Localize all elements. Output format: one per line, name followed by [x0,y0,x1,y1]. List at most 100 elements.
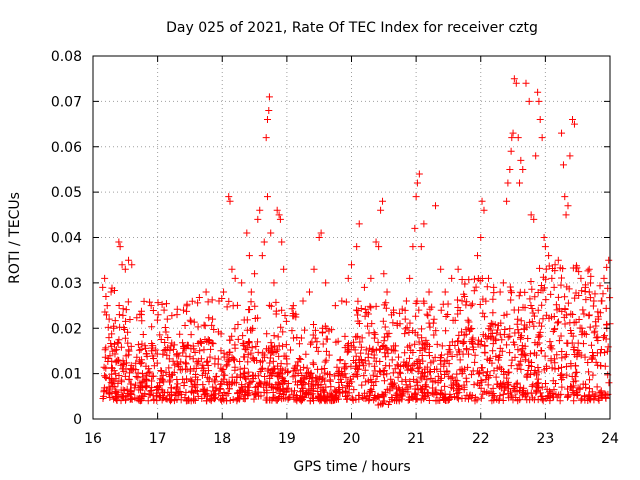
data-point [498,347,506,355]
data-point [462,301,470,309]
data-point [262,134,270,142]
data-point [401,306,409,314]
data-point [521,304,529,312]
data-point [412,390,420,398]
data-point [521,356,529,364]
data-point [278,370,286,378]
data-point [165,364,173,372]
data-point [124,339,132,347]
data-point [453,393,461,401]
data-point [307,340,315,348]
data-point [333,395,341,403]
data-point [391,365,399,373]
data-point [102,373,110,381]
data-point [115,238,123,246]
data-point [508,134,516,142]
data-point [162,345,170,353]
data-point [390,342,398,350]
data-point [150,362,158,370]
data-point [418,325,426,333]
data-point [563,393,571,401]
data-point [325,351,333,359]
data-point [107,340,115,348]
data-point [426,368,434,376]
data-point [474,252,482,260]
data-point [333,363,341,371]
data-point [148,344,156,352]
data-point [367,386,375,394]
data-point [118,365,126,373]
data-point [511,353,519,361]
data-point [453,351,461,359]
data-point [114,379,122,387]
data-point [111,317,119,325]
data-point [431,366,439,374]
data-point [241,395,249,403]
data-point [404,396,412,404]
data-point [239,370,247,378]
data-point [100,386,108,394]
data-point [371,330,379,338]
data-point [464,395,472,403]
data-point [174,380,182,388]
data-point [503,341,511,349]
data-point [164,389,172,397]
data-point [539,315,547,323]
data-point [398,305,406,313]
data-point [358,393,366,401]
data-point [476,300,484,308]
data-point [322,356,330,364]
data-point [336,356,344,364]
data-point [582,281,590,289]
data-point [425,397,433,405]
data-point [569,116,577,124]
data-point [171,391,179,399]
data-point [478,337,486,345]
data-point [523,373,531,381]
data-point [432,202,440,210]
data-point [374,338,382,346]
data-point [350,386,358,394]
data-point [244,338,252,346]
data-point [122,317,130,325]
data-point [485,332,493,340]
data-point [319,387,327,395]
data-point [464,363,472,371]
y-tick-label: 0.05 [51,185,82,201]
data-point [354,365,362,373]
data-point [200,390,208,398]
data-point [362,395,370,403]
data-point [523,323,531,331]
data-point [194,360,202,368]
data-point [476,277,484,285]
data-point [518,332,526,340]
data-point [488,330,496,338]
data-point [508,391,516,399]
data-point [182,344,190,352]
data-point [224,390,232,398]
data-point [358,334,366,342]
data-point [596,282,604,290]
data-point [357,305,365,313]
data-point [100,372,108,380]
data-point [474,340,482,348]
data-point [510,75,518,83]
data-point [483,283,491,291]
data-point [567,326,575,334]
data-point [367,304,375,312]
data-point [503,374,511,382]
data-point [143,352,151,360]
data-point [253,356,261,364]
data-point [407,366,415,374]
data-point [404,361,412,369]
data-point [364,322,372,330]
data-point [287,346,295,354]
data-point [480,387,488,395]
data-point [521,342,529,350]
data-point [395,368,403,376]
data-point [530,215,538,223]
data-point [353,362,361,370]
data-point [441,358,449,366]
data-point [229,395,237,403]
data-point [420,220,428,228]
